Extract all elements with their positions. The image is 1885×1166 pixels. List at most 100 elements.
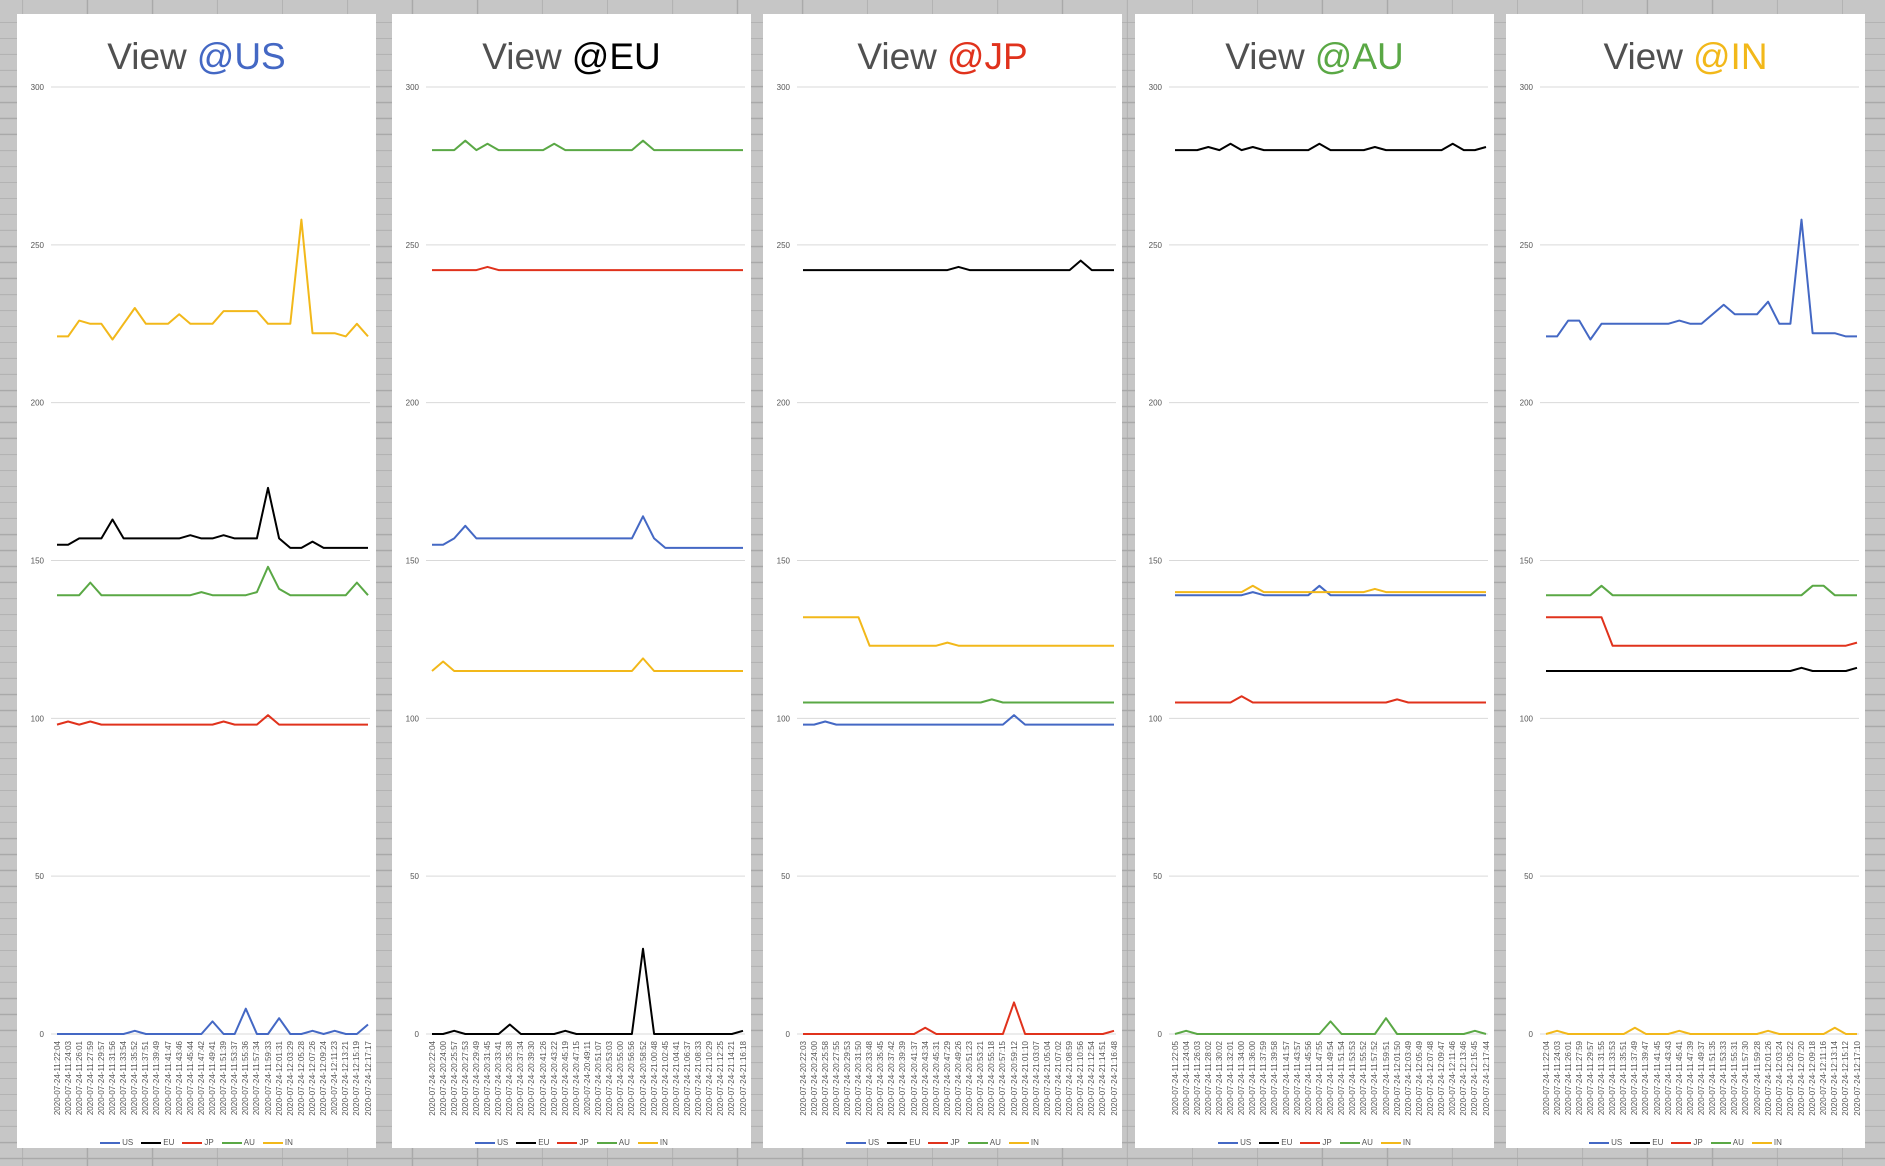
chart-title: View @US bbox=[17, 36, 376, 78]
legend-item-us[interactable]: US bbox=[1589, 1138, 1622, 1147]
legend-item-au[interactable]: AU bbox=[1339, 1138, 1373, 1147]
y-tick-label: 200 bbox=[406, 399, 420, 408]
legend-item-us[interactable]: US bbox=[100, 1138, 133, 1147]
chart-au[interactable]: View @AU 0 50 100 150 200 250 300 2020-07-24-11:2… bbox=[1135, 14, 1494, 1148]
chart-title-tag: @JP bbox=[946, 36, 1028, 77]
legend-item-au[interactable]: AU bbox=[596, 1138, 630, 1147]
legend-item-jp[interactable]: JP bbox=[928, 1138, 960, 1147]
x-tick-label: 2020-07-24-20:45:19 bbox=[560, 1041, 570, 1116]
x-tick-label: 2020-07-24-11:22:04 bbox=[1541, 1041, 1551, 1116]
x-tick-label: 2020-07-24-21:04:41 bbox=[671, 1041, 681, 1116]
chart-eu[interactable]: View @EU 0 50 100 150 200 250 300 2020-07-24-20:2… bbox=[392, 14, 751, 1148]
chart-title-prefix: View bbox=[1603, 36, 1683, 77]
legend-item-au[interactable]: AU bbox=[1710, 1138, 1744, 1147]
legend-item-us[interactable]: US bbox=[1218, 1138, 1251, 1147]
legend-swatch bbox=[1008, 1141, 1029, 1144]
x-tick-label: 2020-07-24-11:57:52 bbox=[1370, 1041, 1380, 1116]
x-tick-label: 2020-07-24-20:37:42 bbox=[887, 1041, 897, 1116]
x-tick-label: 2020-07-24-11:51:35 bbox=[1708, 1041, 1718, 1116]
legend-item-au[interactable]: AU bbox=[967, 1138, 1001, 1147]
legend-item-in[interactable]: IN bbox=[1380, 1138, 1411, 1147]
legend-swatch bbox=[262, 1141, 283, 1144]
x-tick-label: 2020-07-24-11:39:58 bbox=[1270, 1041, 1280, 1116]
legend-item-eu[interactable]: EU bbox=[1630, 1138, 1663, 1147]
legend-item-eu[interactable]: EU bbox=[141, 1138, 174, 1147]
chart-us[interactable]: View @US 0 50 100 150 200 250 300 2020-07-24-11:2… bbox=[17, 14, 376, 1148]
legend-label: EU bbox=[1652, 1138, 1664, 1147]
legend-item-jp[interactable]: JP bbox=[1671, 1138, 1703, 1147]
legend-item-us[interactable]: US bbox=[846, 1138, 879, 1147]
x-tick-label: 2020-07-24-12:15:19 bbox=[352, 1041, 362, 1116]
legend-item-jp[interactable]: JP bbox=[182, 1138, 214, 1147]
x-tick-label: 2020-07-24-20:58:52 bbox=[638, 1041, 648, 1116]
y-tick-label: 0 bbox=[40, 1030, 45, 1039]
x-tick-label: 2020-07-24-11:59:51 bbox=[1381, 1041, 1391, 1116]
chart-title: View @JP bbox=[763, 36, 1122, 78]
chart-title-prefix: View bbox=[482, 36, 562, 77]
y-tick-label: 300 bbox=[1149, 83, 1163, 92]
x-tick-label: 2020-07-24-12:15:12 bbox=[1841, 1041, 1851, 1116]
legend-item-au[interactable]: AU bbox=[221, 1138, 255, 1147]
x-tick-label: 2020-07-24-20:53:03 bbox=[605, 1041, 615, 1116]
x-tick-label: 2020-07-24-20:35:45 bbox=[876, 1041, 886, 1116]
x-tick-label: 2020-07-24-11:26:01 bbox=[74, 1041, 84, 1116]
x-tick-label: 2020-07-24-12:07:20 bbox=[1796, 1041, 1806, 1116]
x-tick-label: 2020-07-24-20:24:00 bbox=[809, 1041, 819, 1116]
x-tick-label: 2020-07-24-11:43:57 bbox=[1292, 1041, 1302, 1116]
legend-item-eu[interactable]: EU bbox=[516, 1138, 549, 1147]
x-tick-label: 2020-07-24-11:36:00 bbox=[1248, 1041, 1258, 1116]
x-tick-label: 2020-07-24-11:41:57 bbox=[1281, 1041, 1291, 1116]
legend-item-in[interactable]: IN bbox=[1008, 1138, 1039, 1147]
y-tick-label: 250 bbox=[1520, 241, 1534, 250]
legend-label: US bbox=[497, 1138, 509, 1147]
x-tick-label: 2020-07-24-20:39:30 bbox=[527, 1041, 537, 1116]
y-tick-label: 150 bbox=[31, 557, 45, 566]
legend-item-eu[interactable]: EU bbox=[887, 1138, 920, 1147]
legend-item-us[interactable]: US bbox=[475, 1138, 508, 1147]
x-tick-label: 2020-07-24-20:43:34 bbox=[920, 1041, 930, 1116]
legend-item-jp[interactable]: JP bbox=[1300, 1138, 1332, 1147]
series-line-eu bbox=[1546, 666, 1858, 672]
y-tick-label: 0 bbox=[415, 1030, 420, 1039]
x-tick-label: 2020-07-24-20:37:34 bbox=[516, 1041, 526, 1116]
x-tick-label: 2020-07-24-12:03:49 bbox=[1403, 1041, 1413, 1116]
y-tick-label: 150 bbox=[1520, 557, 1534, 566]
chart-legend: US EU JP AU IN bbox=[763, 1138, 1122, 1147]
x-tick-label: 2020-07-24-12:11:16 bbox=[1819, 1041, 1829, 1116]
legend-item-in[interactable]: IN bbox=[637, 1138, 668, 1147]
legend-label: EU bbox=[538, 1138, 550, 1147]
x-tick-label: 2020-07-24-20:25:57 bbox=[449, 1041, 459, 1116]
x-tick-label: 2020-07-24-20:49:11 bbox=[583, 1041, 592, 1116]
x-tick-label: 2020-07-24-12:13:14 bbox=[1830, 1041, 1840, 1116]
x-tick-label: 2020-07-24-12:07:48 bbox=[1425, 1041, 1435, 1116]
legend-label: US bbox=[1240, 1138, 1252, 1147]
x-tick-label: 2020-07-24-20:57:15 bbox=[998, 1041, 1008, 1116]
x-tick-label: 2020-07-24-20:55:18 bbox=[987, 1041, 997, 1116]
x-tick-label: 2020-07-24-12:09:18 bbox=[1808, 1041, 1818, 1116]
y-tick-label: 100 bbox=[777, 714, 791, 723]
chart-in[interactable]: View @IN 0 50 100 150 200 250 300 2020-07-24-11:2… bbox=[1506, 14, 1865, 1148]
x-tick-label: 2020-07-24-11:51:39 bbox=[219, 1041, 229, 1116]
legend-swatch bbox=[1589, 1141, 1610, 1144]
x-tick-label: 2020-07-24-11:24:04 bbox=[1181, 1041, 1191, 1116]
series-line-eu bbox=[57, 486, 368, 549]
legend-item-eu[interactable]: EU bbox=[1259, 1138, 1292, 1147]
x-tick-label: 2020-07-24-20:27:53 bbox=[460, 1041, 470, 1116]
x-tick-label: 2020-07-24-21:10:56 bbox=[1076, 1041, 1086, 1116]
x-tick-label: 2020-07-24-12:13:21 bbox=[341, 1041, 351, 1116]
x-tick-label: 2020-07-24-12:05:22 bbox=[1785, 1041, 1795, 1116]
x-tick-label: 2020-07-24-20:43:22 bbox=[549, 1041, 559, 1116]
x-tick-label: 2020-07-24-20:51:23 bbox=[965, 1041, 975, 1116]
legend-swatch bbox=[100, 1141, 121, 1144]
x-axis-labels: 2020-07-24-11:22:05 2020-07-24-11:24:04 20… bbox=[1135, 1041, 1494, 1131]
x-tick-label: 2020-07-24-11:45:56 bbox=[1303, 1041, 1313, 1116]
legend-item-in[interactable]: IN bbox=[262, 1138, 293, 1147]
chart-title-tag: @IN bbox=[1692, 36, 1768, 77]
x-tick-label: 2020-07-24-11:30:02 bbox=[1214, 1041, 1224, 1116]
legend-item-in[interactable]: IN bbox=[1751, 1138, 1782, 1147]
legend-item-jp[interactable]: JP bbox=[557, 1138, 589, 1147]
series-line-eu bbox=[1175, 142, 1487, 152]
legend-label: AU bbox=[243, 1138, 255, 1147]
chart-jp[interactable]: View @JP 0 50 100 150 200 250 300 2020-07-24-20:2… bbox=[763, 14, 1122, 1148]
series-line-in bbox=[803, 616, 1114, 647]
